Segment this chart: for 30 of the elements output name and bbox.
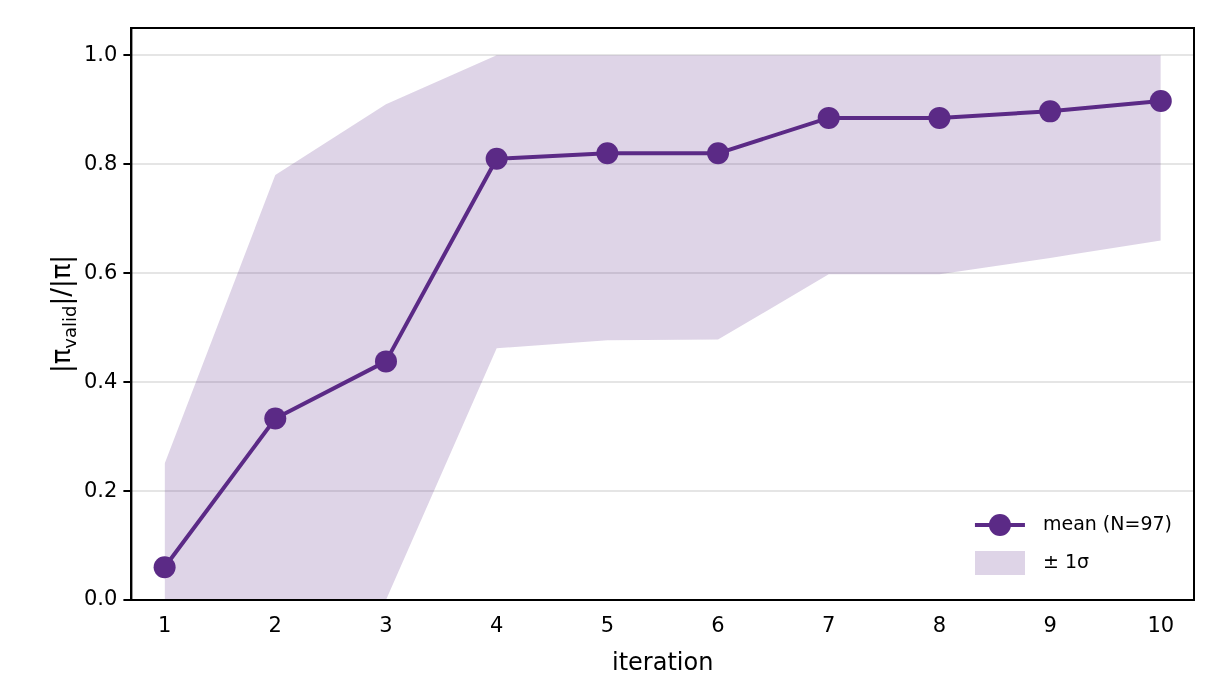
point: [153, 556, 176, 579]
y-tick-label: 0.8: [83, 150, 118, 175]
x-tick-label: 5: [600, 613, 615, 638]
y-tick-label: 0.4: [83, 368, 118, 393]
y-tick-label: 0.0: [83, 586, 118, 611]
y-tick-label: 0.6: [83, 259, 118, 284]
point: [1039, 100, 1062, 123]
x-tick-label: 8: [932, 613, 947, 638]
annotation: ± 1σ: [1042, 549, 1090, 572]
point: [1149, 90, 1172, 112]
x-tick-label: 10: [1147, 613, 1175, 638]
x-tick-label: 6: [711, 613, 725, 638]
x-tick-label: 4: [489, 613, 504, 638]
legend-label: mean (N=97): [1042, 511, 1173, 534]
x-tick-label: 1: [157, 613, 172, 638]
point: [928, 106, 951, 129]
point: [596, 142, 619, 165]
point: [264, 407, 287, 430]
point: [485, 147, 508, 170]
x-tick-label: 3: [379, 613, 393, 638]
y-tick-label: 0.2: [83, 477, 118, 502]
x-axis-title: iteration: [612, 647, 714, 676]
point: [817, 106, 840, 129]
x-tick-label: 2: [268, 613, 282, 638]
x-tick-label: 9: [1043, 613, 1057, 638]
point: [374, 350, 397, 373]
y-axis-title: |πvalid|/|π|: [46, 254, 80, 374]
y-tick-label: 1.0: [83, 41, 118, 66]
point: [707, 142, 730, 165]
x-tick-label: 7: [822, 613, 836, 638]
